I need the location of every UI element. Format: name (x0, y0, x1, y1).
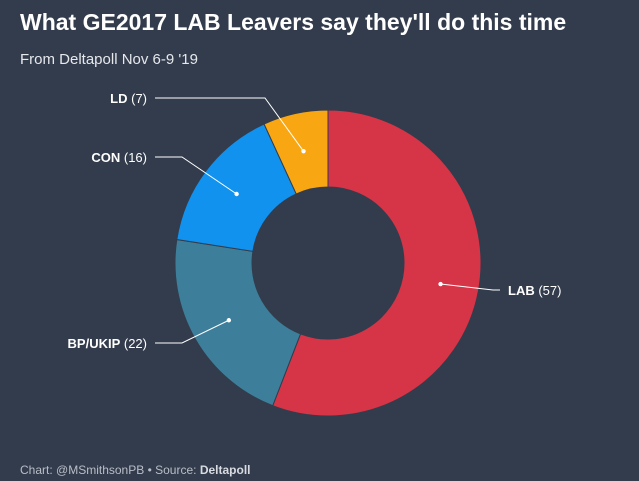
chart-subtitle: From Deltapoll Nov 6-9 '19 (20, 51, 198, 68)
source-label: Source: (155, 463, 197, 477)
source-name: Deltapoll (199, 463, 251, 477)
slice-bp-ukip (174, 238, 302, 407)
leader-line-con (155, 156, 237, 195)
slice-label-con: CON (16) (91, 150, 147, 165)
leader-dot-lab (438, 281, 443, 287)
leader-line-ld (155, 97, 304, 152)
leader-dot-con (234, 191, 239, 197)
leader-line-lab (440, 283, 500, 291)
slice-ld (263, 109, 329, 195)
leader-line-bp-ukip (155, 319, 230, 344)
slice-label-bp-ukip: BP/UKIP (22) (68, 336, 147, 351)
footer-separator: • (147, 463, 152, 477)
leader-dot-bp-ukip (226, 318, 232, 323)
slice-label-ld: LD (7) (110, 91, 147, 106)
chart-credit: Chart: @MSmithsonPB (20, 463, 145, 477)
slice-label-lab: LAB (57) (508, 283, 561, 298)
leader-dot-ld (301, 148, 306, 154)
slice-lab (272, 109, 482, 417)
chart-footer: Chart: @MSmithsonPB • Source: Deltapoll (20, 463, 250, 477)
chart-title: What GE2017 LAB Leavers say they'll do t… (20, 9, 567, 35)
